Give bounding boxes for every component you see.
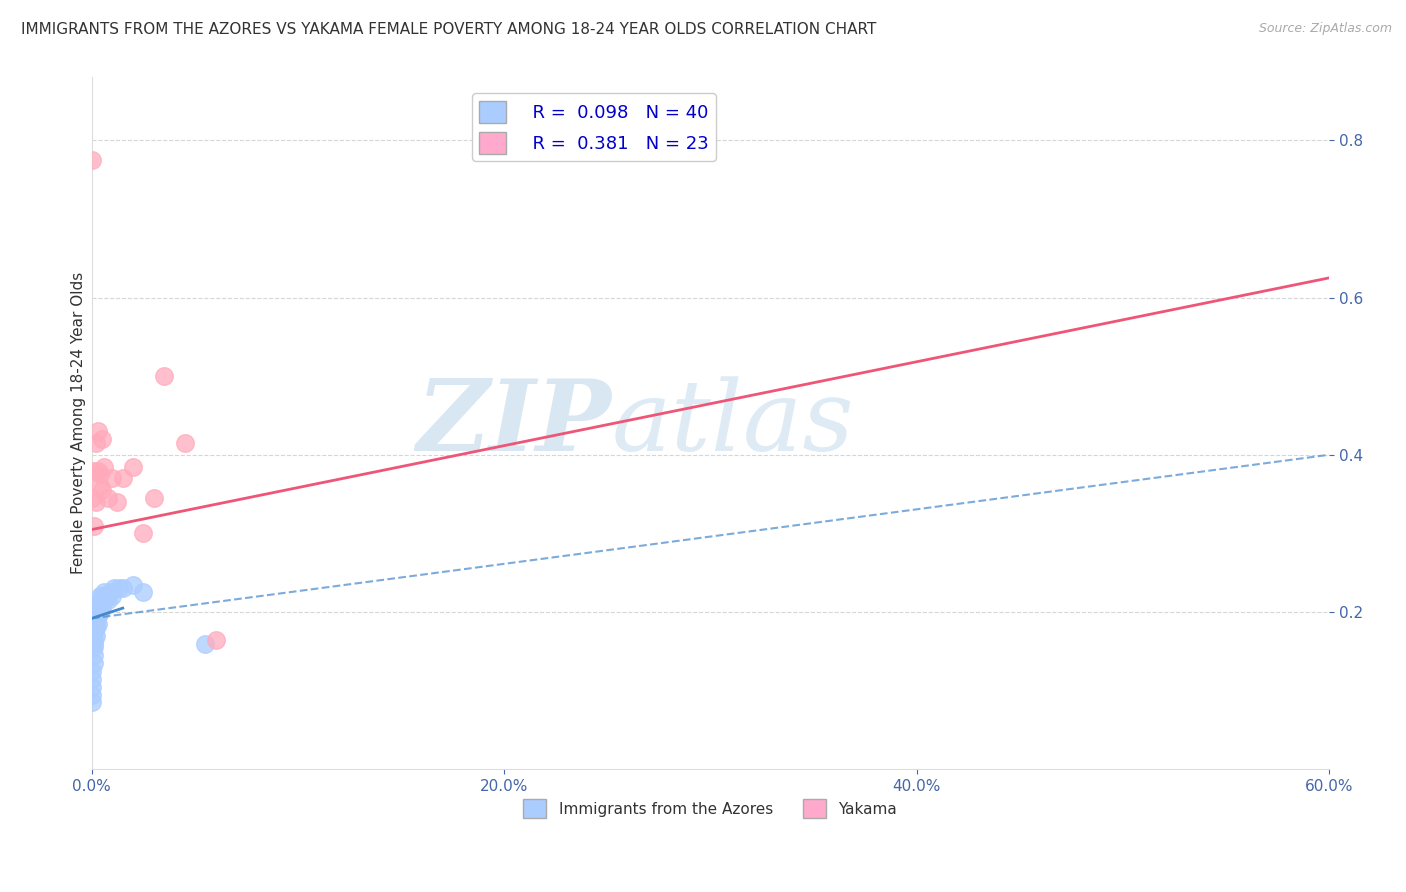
Point [83, 656, 105, 670]
Point [89, 479, 111, 493]
Point [84, 436, 107, 450]
Point [105, 495, 128, 509]
Point [89, 467, 111, 482]
Point [80, 153, 103, 167]
Point [83, 640, 105, 655]
Point [93, 459, 115, 474]
Point [87, 424, 110, 438]
Point [111, 582, 134, 596]
Point [132, 585, 155, 599]
Point [83, 632, 105, 647]
Point [80, 491, 103, 505]
Point [89, 605, 111, 619]
Point [84, 616, 107, 631]
Point [80, 680, 103, 694]
Point [84, 629, 107, 643]
Point [107, 582, 129, 596]
Point [173, 436, 195, 450]
Point [83, 464, 105, 478]
Point [89, 601, 111, 615]
Point [101, 471, 124, 485]
Point [91, 432, 114, 446]
Y-axis label: Female Poverty Among 18-24 Year Olds: Female Poverty Among 18-24 Year Olds [72, 272, 86, 574]
Point [96, 590, 118, 604]
Point [204, 632, 226, 647]
Point [80, 672, 103, 686]
Point [80, 664, 103, 678]
Point [83, 648, 105, 663]
Point [84, 495, 107, 509]
Point [93, 585, 115, 599]
Point [153, 369, 176, 384]
Point [87, 601, 110, 615]
Point [87, 464, 110, 478]
Point [87, 605, 110, 619]
Point [80, 696, 103, 710]
Point [111, 471, 134, 485]
Point [142, 491, 165, 505]
Point [97, 491, 120, 505]
Point [84, 613, 107, 627]
Point [87, 609, 110, 624]
Point [91, 483, 114, 498]
Point [132, 526, 155, 541]
Point [80, 688, 103, 702]
Point [194, 636, 217, 650]
Point [84, 621, 107, 635]
Point [83, 636, 105, 650]
Point [98, 585, 121, 599]
Point [122, 459, 145, 474]
Point [87, 597, 110, 611]
Point [83, 518, 105, 533]
Legend: Immigrants from the Azores, Yakama: Immigrants from the Azores, Yakama [517, 793, 904, 824]
Point [89, 590, 111, 604]
Point [84, 609, 107, 624]
Text: atlas: atlas [612, 376, 853, 471]
Point [87, 616, 110, 631]
Point [101, 590, 124, 604]
Point [122, 577, 145, 591]
Point [91, 601, 114, 615]
Point [83, 624, 105, 639]
Text: ZIP: ZIP [416, 376, 612, 472]
Text: Source: ZipAtlas.com: Source: ZipAtlas.com [1258, 22, 1392, 36]
Point [91, 597, 114, 611]
Text: IMMIGRANTS FROM THE AZORES VS YAKAMA FEMALE POVERTY AMONG 18-24 YEAR OLDS CORREL: IMMIGRANTS FROM THE AZORES VS YAKAMA FEM… [21, 22, 876, 37]
Point [103, 582, 125, 596]
Point [93, 593, 115, 607]
Point [97, 593, 120, 607]
Point [91, 590, 114, 604]
Point [89, 597, 111, 611]
